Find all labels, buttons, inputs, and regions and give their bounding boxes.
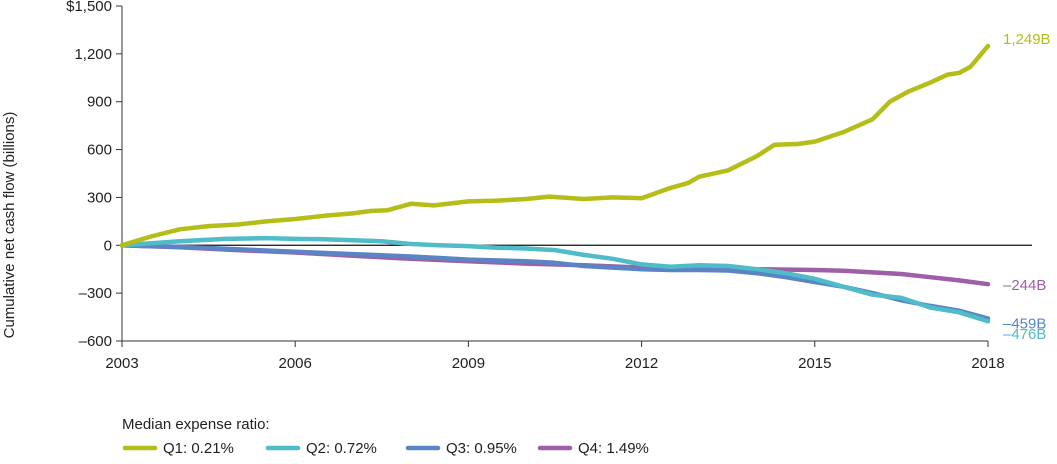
x-tick-label: 2015 — [798, 355, 831, 372]
series-line-q1 — [119, 43, 991, 248]
legend-label: Q1: 0.21% — [163, 440, 234, 457]
legend: Median expense ratio: Q1: 0.21% Q2: 0.72%… — [122, 416, 649, 457]
x-tick-label: 2009 — [452, 355, 485, 372]
legend-label: Q2: 0.72% — [306, 440, 377, 457]
legend-label: Q3: 0.95% — [446, 440, 517, 457]
x-tick-label: 2006 — [279, 355, 312, 372]
y-axis-label: Cumulative net cash flow (billions) — [1, 112, 18, 339]
end-label-q1: 1,249B — [1003, 31, 1051, 48]
end-label-q4: –244B — [1003, 277, 1046, 294]
y-tick-label: 0 — [104, 237, 112, 254]
y-tick-label: 900 — [87, 94, 112, 111]
legend-items: Q1: 0.21% Q2: 0.72% Q3: 0.95% Q4: 1.49% — [122, 440, 649, 457]
axes: $1,500 1,200 900 600 300 0 –300 –600 2003 2006 200… — [66, 0, 1032, 372]
y-tick-label: 300 — [87, 189, 112, 206]
legend-label: Q4: 1.49% — [578, 440, 649, 457]
legend-item-q2: Q2: 0.72% — [265, 440, 377, 457]
y-tick-label: $1,500 — [66, 0, 112, 15]
series-line-q2 — [119, 235, 991, 324]
end-labels: 1,249B –476B–459B –244B — [1003, 31, 1051, 343]
y-tick-label: –300 — [79, 285, 112, 302]
end-label-q2: –476B — [1003, 326, 1046, 343]
y-tick-label: 600 — [87, 142, 112, 159]
x-tick-label: 2003 — [105, 355, 138, 372]
legend-title: Median expense ratio: — [122, 416, 270, 433]
y-axis-label-group: Cumulative net cash flow (billions) — [1, 112, 18, 339]
legend-item-q3: Q3: 0.95% — [405, 440, 517, 457]
x-tick-label: 2018 — [971, 355, 1004, 372]
y-tick-label: –600 — [79, 333, 112, 350]
series-line-q3 — [119, 243, 991, 321]
end-label-q3: –459B — [1003, 316, 1046, 333]
x-tick-label: 2012 — [625, 355, 658, 372]
legend-item-q4: Q4: 1.49% — [537, 440, 649, 457]
y-tick-label: 1,200 — [74, 46, 112, 63]
series-lines — [119, 43, 991, 324]
legend-item-q1: Q1: 0.21% — [122, 440, 234, 457]
